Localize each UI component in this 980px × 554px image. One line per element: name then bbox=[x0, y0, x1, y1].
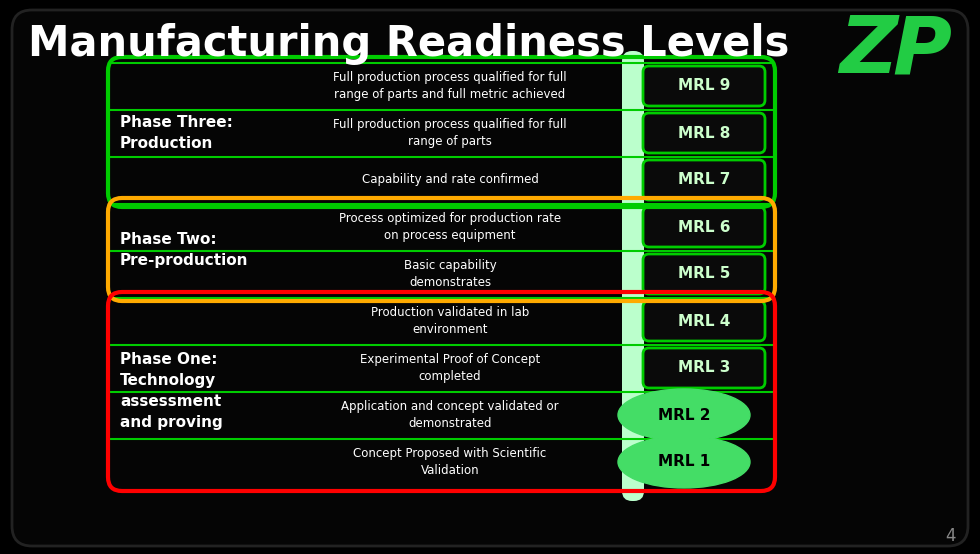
Text: Production validated in lab
environment: Production validated in lab environment bbox=[370, 306, 529, 336]
Text: MRL 4: MRL 4 bbox=[678, 314, 730, 329]
Text: Basic capability
demonstrates: Basic capability demonstrates bbox=[404, 259, 497, 289]
FancyBboxPatch shape bbox=[643, 301, 765, 341]
Text: Z: Z bbox=[839, 12, 897, 90]
FancyBboxPatch shape bbox=[622, 51, 644, 501]
Ellipse shape bbox=[618, 436, 750, 488]
Text: Process optimized for production rate
on process equipment: Process optimized for production rate on… bbox=[339, 212, 562, 242]
Text: Phase Three:
Production: Phase Three: Production bbox=[120, 115, 233, 151]
Text: MRL 2: MRL 2 bbox=[658, 408, 710, 423]
Text: Application and concept validated or
demonstrated: Application and concept validated or dem… bbox=[341, 400, 559, 430]
Text: Concept Proposed with Scientific
Validation: Concept Proposed with Scientific Validat… bbox=[354, 447, 547, 477]
FancyBboxPatch shape bbox=[643, 113, 765, 153]
Text: P: P bbox=[893, 12, 952, 90]
Text: MRL 6: MRL 6 bbox=[678, 219, 730, 234]
Text: MRL 8: MRL 8 bbox=[678, 126, 730, 141]
Text: MRL 1: MRL 1 bbox=[658, 454, 710, 469]
FancyBboxPatch shape bbox=[643, 254, 765, 294]
Text: Experimental Proof of Concept
completed: Experimental Proof of Concept completed bbox=[360, 353, 540, 383]
FancyBboxPatch shape bbox=[643, 66, 765, 106]
Text: MRL 5: MRL 5 bbox=[678, 266, 730, 281]
Text: Full production process qualified for full
range of parts and full metric achiev: Full production process qualified for fu… bbox=[333, 71, 566, 101]
Text: MRL 3: MRL 3 bbox=[678, 361, 730, 376]
Text: Phase One:
Technology
assessment
and proving: Phase One: Technology assessment and pro… bbox=[120, 352, 222, 430]
Text: Full production process qualified for full
range of parts: Full production process qualified for fu… bbox=[333, 118, 566, 148]
Ellipse shape bbox=[618, 389, 750, 441]
Text: MRL 7: MRL 7 bbox=[678, 172, 730, 187]
FancyBboxPatch shape bbox=[643, 348, 765, 388]
Text: MRL 9: MRL 9 bbox=[678, 79, 730, 94]
Text: Manufacturing Readiness Levels: Manufacturing Readiness Levels bbox=[28, 23, 789, 65]
FancyBboxPatch shape bbox=[643, 207, 765, 247]
FancyBboxPatch shape bbox=[12, 10, 968, 546]
Text: 4: 4 bbox=[945, 527, 955, 545]
Text: Capability and rate confirmed: Capability and rate confirmed bbox=[362, 173, 538, 187]
FancyBboxPatch shape bbox=[643, 160, 765, 200]
Text: Phase Two:
Pre-production: Phase Two: Pre-production bbox=[120, 233, 249, 269]
